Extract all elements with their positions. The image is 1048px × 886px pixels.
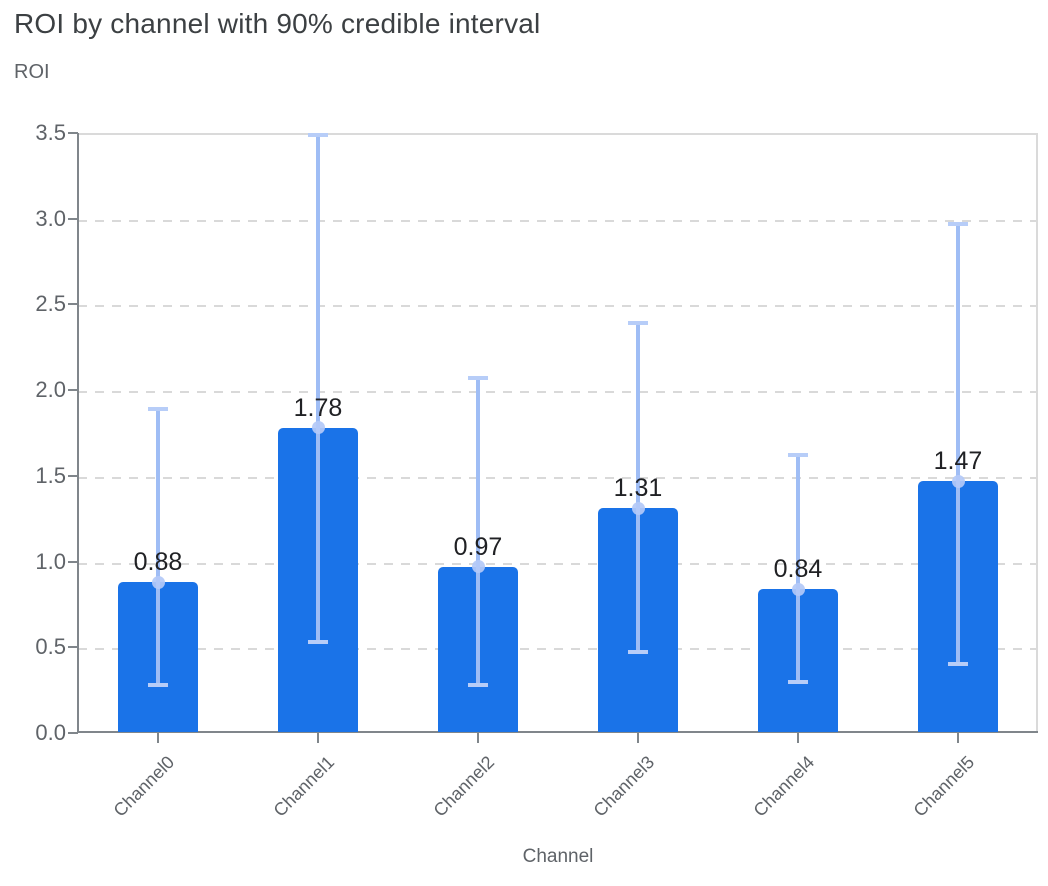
bar-value-label: 1.78 (293, 393, 343, 422)
x-tick-label: Channel4 (749, 752, 819, 821)
y-tick (68, 303, 78, 306)
bar-value-label: 1.47 (933, 447, 983, 475)
y-tick-label: 2.0 (35, 377, 66, 403)
error-bar-cap-lower (148, 683, 168, 687)
x-tick (797, 733, 799, 743)
y-tick-label: 1.5 (35, 462, 66, 488)
x-tick (317, 733, 319, 743)
plot-area (78, 133, 1038, 733)
mean-marker (631, 501, 645, 515)
bar-value-label: 0.84 (773, 555, 823, 583)
gridline (78, 562, 1036, 565)
error-bar-channel3 (636, 323, 640, 653)
y-tick (68, 646, 78, 649)
mean-marker (311, 421, 325, 435)
error-bar-cap-lower (308, 640, 328, 645)
y-tick-label: 3.5 (35, 120, 66, 145)
error-bar-cap-upper (308, 132, 328, 137)
x-tick-label: Channel5 (909, 752, 979, 821)
error-bar-channel0 (156, 409, 160, 685)
error-bar-channel1 (316, 134, 320, 643)
mean-marker (151, 575, 165, 589)
error-bar-cap-upper (788, 453, 808, 458)
gridline (78, 305, 1036, 308)
y-tick (68, 132, 78, 134)
error-bar-channel4 (796, 455, 800, 682)
y-tick (68, 560, 78, 563)
y-tick (68, 474, 78, 477)
y-tick (68, 732, 78, 734)
error-bar-cap-upper (468, 376, 488, 381)
x-tick (957, 733, 959, 743)
chart-title: ROI by channel with 90% credible interva… (14, 8, 541, 39)
x-axis-title: Channel (522, 846, 594, 867)
bar-value-label: 0.97 (453, 532, 503, 561)
gridline (78, 219, 1036, 222)
x-tick-label: Channel1 (269, 752, 339, 821)
x-tick (637, 733, 639, 743)
error-bar-cap-lower (948, 662, 968, 667)
x-tick (477, 733, 479, 743)
error-bar-cap-upper (948, 221, 968, 226)
y-tick (68, 389, 78, 392)
gridline (78, 476, 1036, 479)
mean-marker (791, 582, 805, 596)
gridline (78, 391, 1036, 394)
y-axis-title: ROI (14, 61, 50, 83)
x-tick-label: Channel3 (589, 752, 659, 821)
error-bar-cap-upper (628, 321, 648, 326)
x-axis-line (77, 731, 1038, 733)
y-tick-label: 3.0 (35, 205, 66, 231)
y-tick-label: 0.0 (35, 720, 66, 745)
x-tick-label: Channel0 (109, 752, 179, 821)
mean-marker (471, 560, 485, 574)
y-tick-label: 2.5 (35, 291, 66, 317)
error-bar-cap-lower (788, 679, 808, 684)
error-bar-channel2 (476, 378, 480, 685)
mean-marker (951, 474, 965, 488)
error-bar-cap-lower (628, 650, 648, 655)
x-tick (157, 733, 159, 743)
y-tick (68, 217, 78, 220)
y-tick-label: 1.0 (35, 548, 66, 574)
bar-value-label: 0.88 (133, 548, 183, 577)
error-bar-cap-lower (468, 683, 488, 687)
error-bar-channel5 (956, 223, 960, 665)
y-axis-line (77, 133, 79, 733)
x-tick-label: Channel2 (429, 752, 499, 821)
y-tick-label: 0.5 (35, 634, 66, 660)
error-bar-cap-upper (148, 407, 168, 411)
bar-value-label: 1.31 (613, 474, 663, 503)
gridline (78, 648, 1036, 651)
